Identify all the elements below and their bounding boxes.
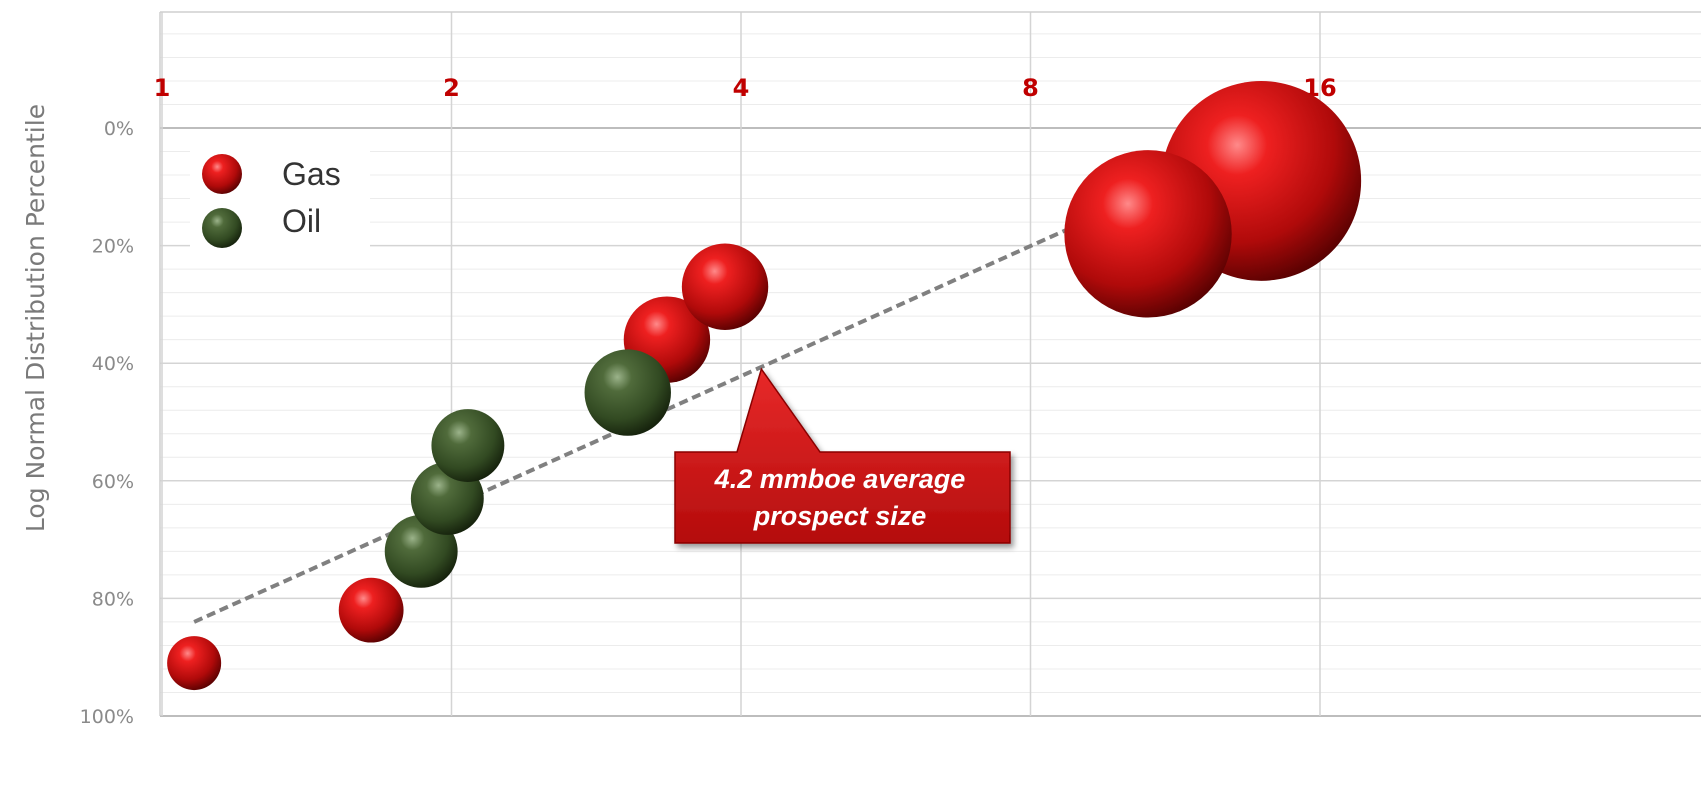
y-tick-label: 60% (92, 471, 134, 493)
x-tick-label: 1 (154, 74, 171, 102)
callout-box (674, 367, 1011, 544)
y-tick-label: 40% (92, 353, 134, 375)
x-tick-label: 2 (443, 74, 460, 102)
y-tick-label: 20% (92, 236, 134, 258)
gas-bubble (167, 636, 222, 691)
y-tick-label: 100% (80, 706, 134, 728)
gas-bubble (1064, 150, 1232, 318)
legend-oil-label: Oil (282, 203, 321, 239)
plot-frame (159, 11, 1701, 716)
gas-bubble (338, 577, 404, 643)
y-tick-labels: 0% 20% 40% 60% 80% 100% (80, 118, 134, 728)
legend-gas-marker (202, 154, 242, 194)
major-gridlines (160, 12, 1701, 717)
x-tick-label: 4 (733, 74, 750, 102)
trend-line (193, 126, 1294, 624)
legend: Gas Oil (190, 145, 370, 255)
y-tick-label: 80% (92, 588, 134, 610)
y-axis-label: Log Normal Distribution Percentile (21, 104, 50, 532)
x-tick-label: 8 (1022, 74, 1039, 102)
x-tick-labels: 1 2 4 8 16 (154, 74, 1337, 102)
y-tick-label: 0% (104, 118, 134, 140)
legend-gas-label: Gas (282, 156, 341, 192)
callout-line-2: prospect size (753, 501, 927, 531)
oil-bubble (584, 349, 671, 436)
annotation-callout: 4.2 mmboe average prospect size (674, 367, 1011, 544)
callout-line-1: 4.2 mmboe average (714, 464, 966, 494)
gas-bubble (681, 243, 769, 330)
bubbles (167, 81, 1362, 691)
legend-oil-marker (202, 208, 242, 248)
oil-bubble (431, 409, 505, 482)
